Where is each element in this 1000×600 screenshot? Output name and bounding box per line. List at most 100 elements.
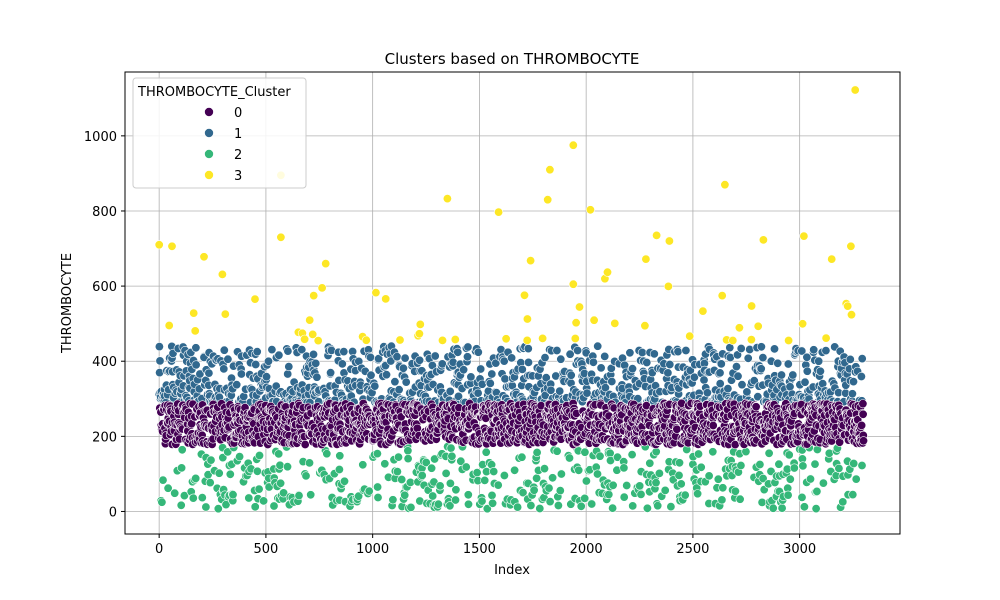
y-tick-label: 200 xyxy=(92,430,117,445)
data-point-cluster-1 xyxy=(339,347,349,357)
data-point-cluster-2 xyxy=(472,468,482,478)
data-point-cluster-2 xyxy=(301,471,311,481)
data-point-cluster-2 xyxy=(254,484,264,494)
data-point-cluster-3 xyxy=(758,235,768,245)
data-point-cluster-1 xyxy=(797,346,807,356)
data-points xyxy=(154,85,868,514)
data-point-cluster-2 xyxy=(627,450,637,460)
data-point-cluster-2 xyxy=(417,470,427,480)
data-point-cluster-1 xyxy=(573,345,583,355)
data-point-cluster-1 xyxy=(500,374,510,384)
data-point-cluster-2 xyxy=(529,485,539,495)
data-point-cluster-3 xyxy=(698,306,708,316)
data-point-cluster-1 xyxy=(337,359,347,369)
data-point-cluster-1 xyxy=(517,364,527,374)
chart-title: Clusters based on THROMBOCYTE xyxy=(385,50,640,68)
data-point-cluster-2 xyxy=(518,488,528,498)
data-point-cluster-2 xyxy=(157,497,167,507)
data-point-cluster-2 xyxy=(493,480,503,490)
data-point-cluster-2 xyxy=(758,473,768,483)
legend-title: THROMBOCYTE_Cluster xyxy=(137,85,291,100)
data-point-cluster-2 xyxy=(294,491,304,501)
data-point-cluster-2 xyxy=(388,495,398,505)
data-point-cluster-1 xyxy=(642,357,652,367)
data-point-cluster-2 xyxy=(322,449,332,459)
data-point-cluster-2 xyxy=(674,470,684,480)
data-point-cluster-3 xyxy=(361,335,371,345)
data-point-cluster-1 xyxy=(743,353,753,363)
legend-label-0: 0 xyxy=(234,106,242,121)
data-point-cluster-1 xyxy=(627,364,637,374)
legend: THROMBOCYTE_Cluster 0 1 2 3 xyxy=(132,77,307,189)
data-point-cluster-2 xyxy=(608,480,618,490)
data-point-cluster-3 xyxy=(538,333,548,343)
data-point-cluster-1 xyxy=(154,342,164,352)
data-point-cluster-3 xyxy=(728,335,738,345)
data-point-cluster-2 xyxy=(717,495,727,505)
data-point-cluster-1 xyxy=(398,363,408,373)
data-point-cluster-2 xyxy=(451,485,461,495)
data-point-cluster-1 xyxy=(715,368,725,378)
data-point-cluster-3 xyxy=(610,318,620,328)
data-point-cluster-2 xyxy=(552,446,562,456)
data-point-cluster-3 xyxy=(494,207,504,217)
data-point-cluster-2 xyxy=(433,499,443,509)
data-point-cluster-1 xyxy=(847,389,857,399)
data-point-cluster-3 xyxy=(414,329,424,339)
data-point-cluster-2 xyxy=(857,460,867,470)
data-point-cluster-3 xyxy=(747,301,757,311)
data-point-cluster-3 xyxy=(371,288,381,298)
data-point-cluster-1 xyxy=(773,358,783,368)
data-point-cluster-1 xyxy=(737,380,747,390)
data-point-cluster-2 xyxy=(445,501,455,511)
data-point-cluster-1 xyxy=(607,376,617,386)
data-point-cluster-2 xyxy=(849,458,859,468)
data-point-cluster-2 xyxy=(430,454,440,464)
data-point-cluster-1 xyxy=(556,354,566,364)
data-point-cluster-1 xyxy=(430,351,440,361)
data-point-cluster-2 xyxy=(158,475,168,485)
data-point-cluster-1 xyxy=(232,380,242,390)
data-point-cluster-1 xyxy=(427,360,437,370)
data-point-cluster-1 xyxy=(499,356,509,366)
x-axis-label: Index xyxy=(494,563,530,578)
data-point-cluster-2 xyxy=(848,490,858,500)
data-point-cluster-3 xyxy=(664,236,674,246)
data-point-cluster-2 xyxy=(188,493,198,503)
data-point-cluster-2 xyxy=(713,474,723,484)
data-point-cluster-2 xyxy=(799,502,809,512)
data-point-cluster-1 xyxy=(297,345,307,355)
data-point-cluster-1 xyxy=(381,370,391,380)
data-point-cluster-1 xyxy=(204,368,214,378)
data-point-cluster-1 xyxy=(219,345,229,355)
data-point-cluster-1 xyxy=(758,353,768,363)
data-point-cluster-1 xyxy=(769,344,779,354)
data-point-cluster-2 xyxy=(176,500,186,510)
data-point-cluster-2 xyxy=(276,478,286,488)
data-point-cluster-1 xyxy=(596,363,606,373)
data-point-cluster-2 xyxy=(574,465,584,475)
data-point-cluster-3 xyxy=(846,241,856,251)
data-point-cluster-0 xyxy=(857,420,867,430)
legend-label-1: 1 xyxy=(234,127,242,142)
data-point-cluster-1 xyxy=(731,362,741,372)
data-point-cluster-1 xyxy=(809,345,819,355)
x-tick-label: 2000 xyxy=(570,542,603,557)
data-point-cluster-3 xyxy=(519,290,529,300)
data-point-cluster-1 xyxy=(236,369,246,379)
data-point-cluster-2 xyxy=(259,496,269,506)
data-point-cluster-2 xyxy=(785,474,795,484)
data-point-cluster-1 xyxy=(665,359,675,369)
data-point-cluster-2 xyxy=(364,486,374,496)
data-point-cluster-3 xyxy=(308,329,318,339)
data-point-cluster-3 xyxy=(501,334,511,344)
data-point-cluster-3 xyxy=(381,294,391,304)
data-point-cluster-2 xyxy=(400,490,410,500)
data-point-cluster-2 xyxy=(481,447,491,457)
data-point-cluster-1 xyxy=(815,366,825,376)
data-point-cluster-2 xyxy=(463,499,473,509)
data-point-cluster-2 xyxy=(680,490,690,500)
data-point-cluster-1 xyxy=(785,382,795,392)
data-point-cluster-2 xyxy=(592,469,602,479)
data-point-cluster-2 xyxy=(612,452,622,462)
